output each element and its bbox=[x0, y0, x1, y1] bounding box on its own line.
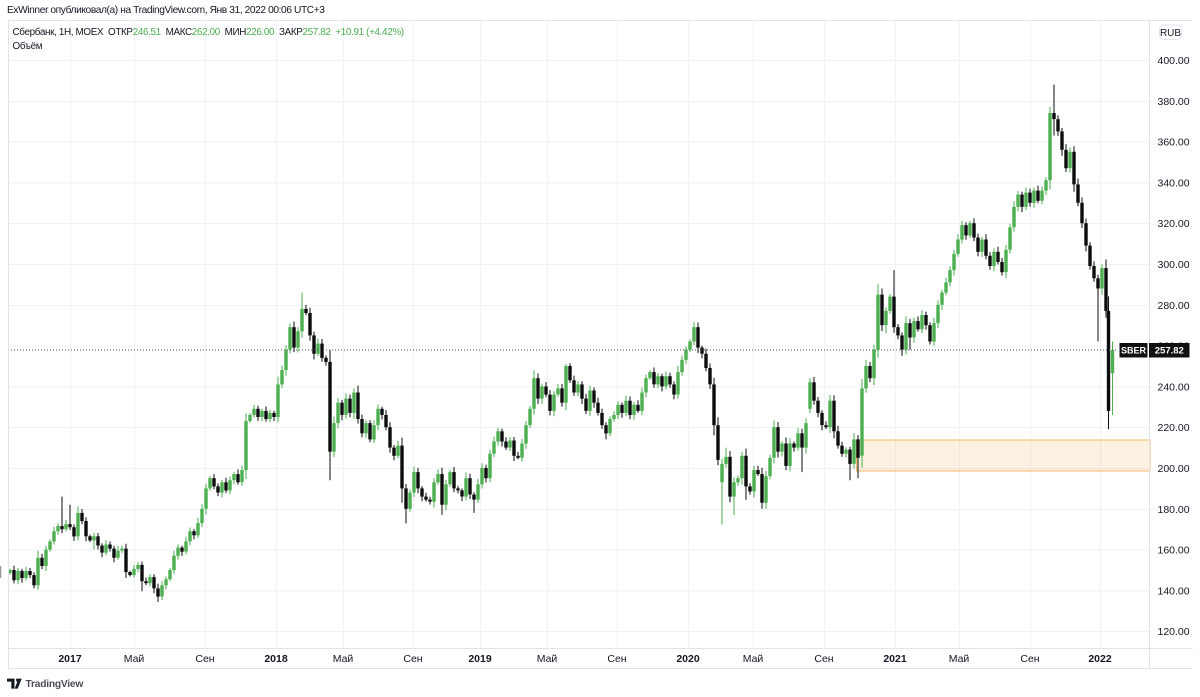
svg-text:2017: 2017 bbox=[58, 653, 82, 665]
svg-text:Май: Май bbox=[949, 653, 970, 665]
svg-text:200.00: 200.00 bbox=[1158, 463, 1190, 475]
svg-text:2021: 2021 bbox=[883, 653, 907, 665]
svg-text:340.00: 340.00 bbox=[1158, 177, 1190, 189]
svg-text:Май: Май bbox=[537, 653, 558, 665]
svg-text:140.00: 140.00 bbox=[1158, 585, 1190, 597]
svg-text:300.00: 300.00 bbox=[1158, 259, 1190, 271]
svg-text:SBER: SBER bbox=[1121, 346, 1147, 356]
svg-text:Май: Май bbox=[124, 653, 145, 665]
svg-text:Сен: Сен bbox=[195, 653, 214, 665]
svg-text:220.00: 220.00 bbox=[1158, 422, 1190, 434]
svg-text:2020: 2020 bbox=[676, 653, 700, 665]
svg-text:120.00: 120.00 bbox=[1158, 626, 1190, 638]
svg-text:2019: 2019 bbox=[468, 653, 492, 665]
svg-text:2022: 2022 bbox=[1088, 653, 1112, 665]
svg-text:280.00: 280.00 bbox=[1158, 300, 1190, 312]
svg-text:2018: 2018 bbox=[264, 653, 288, 665]
svg-text:180.00: 180.00 bbox=[1158, 504, 1190, 516]
svg-text:Сен: Сен bbox=[1020, 653, 1039, 665]
svg-text:400.00: 400.00 bbox=[1158, 55, 1190, 67]
svg-text:Май: Май bbox=[333, 653, 354, 665]
svg-text:360.00: 360.00 bbox=[1158, 137, 1190, 149]
svg-text:240.00: 240.00 bbox=[1158, 381, 1190, 393]
svg-text:Сен: Сен bbox=[403, 653, 422, 665]
svg-text:Сен: Сен bbox=[607, 653, 626, 665]
svg-text:Сен: Сен bbox=[814, 653, 833, 665]
svg-text:380.00: 380.00 bbox=[1158, 96, 1190, 108]
svg-text:320.00: 320.00 bbox=[1158, 218, 1190, 230]
svg-text:160.00: 160.00 bbox=[1158, 545, 1190, 557]
svg-text:257.82: 257.82 bbox=[1155, 346, 1184, 357]
svg-text:RUB: RUB bbox=[1160, 28, 1181, 39]
svg-text:Май: Май bbox=[743, 653, 764, 665]
